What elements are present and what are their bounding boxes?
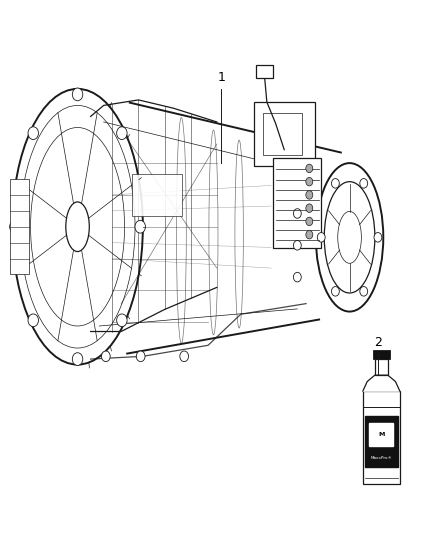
Circle shape [374,232,382,242]
Circle shape [306,177,313,186]
Ellipse shape [66,202,89,252]
Circle shape [293,209,301,218]
Circle shape [306,230,313,239]
Circle shape [360,287,367,296]
Text: M: M [378,432,385,437]
Circle shape [306,204,313,213]
Bar [363,391,400,484]
Circle shape [117,127,127,140]
Circle shape [117,314,127,327]
Bar [375,359,388,375]
Circle shape [10,220,20,233]
Circle shape [135,220,145,233]
Circle shape [332,179,339,188]
Circle shape [72,88,83,101]
Circle shape [293,272,301,282]
FancyBboxPatch shape [132,174,182,216]
FancyBboxPatch shape [10,179,29,274]
Bar [373,350,390,359]
FancyBboxPatch shape [273,158,321,248]
Circle shape [136,351,145,361]
Circle shape [306,164,313,173]
Circle shape [293,240,301,250]
Ellipse shape [316,163,383,312]
Circle shape [332,287,339,296]
FancyBboxPatch shape [254,102,315,166]
Circle shape [28,314,39,327]
FancyBboxPatch shape [256,65,273,78]
Bar [369,423,393,446]
Circle shape [360,179,367,188]
Polygon shape [363,375,400,391]
Bar [364,416,398,467]
Text: MaxxPro®: MaxxPro® [371,456,392,460]
Text: 2: 2 [374,336,382,349]
Text: 1: 1 [217,70,225,84]
Circle shape [72,353,83,366]
Circle shape [306,191,313,199]
Circle shape [28,127,39,140]
Circle shape [317,232,325,242]
Circle shape [180,351,188,361]
Circle shape [102,351,110,361]
Circle shape [306,217,313,225]
